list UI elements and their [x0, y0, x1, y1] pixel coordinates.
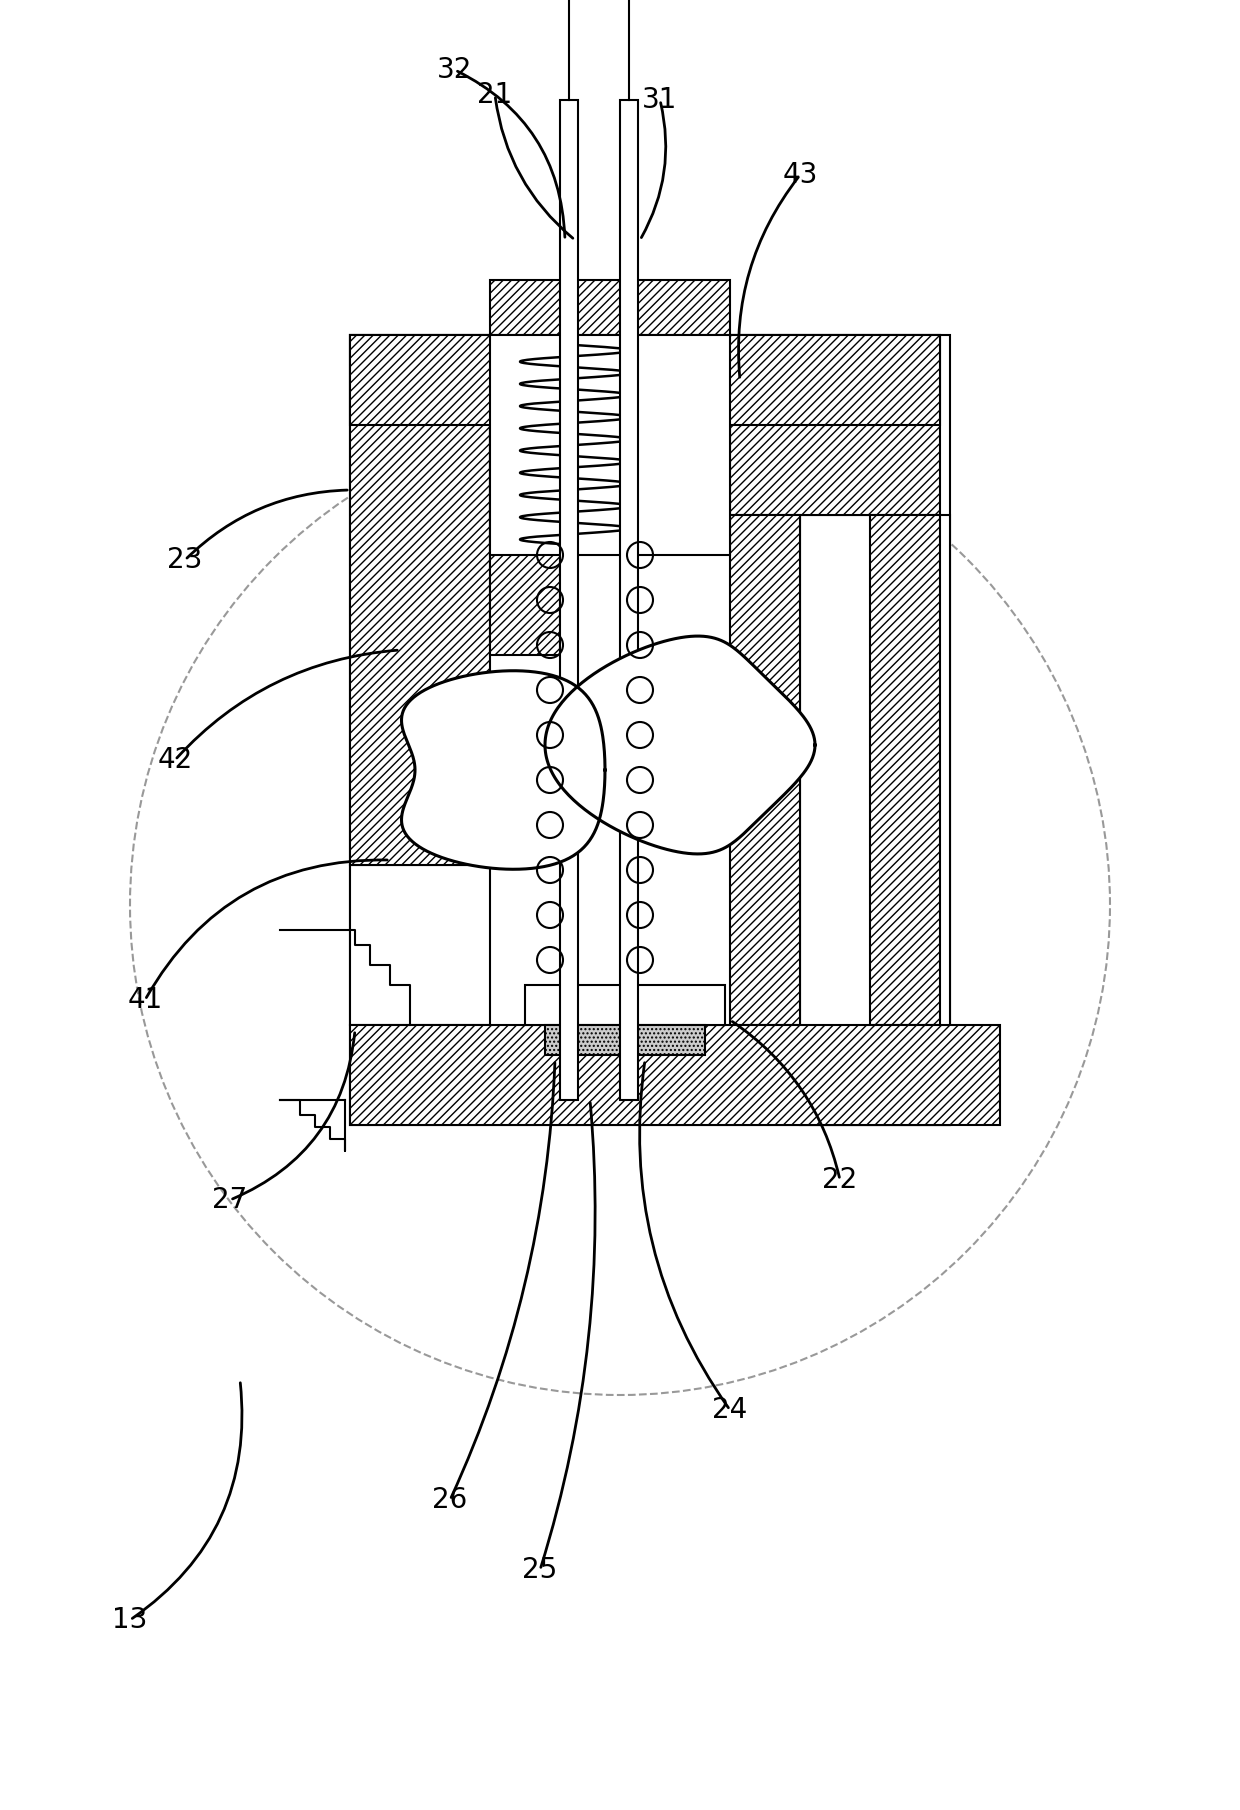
- FancyArrowPatch shape: [146, 860, 387, 997]
- Bar: [350, 1024, 999, 1126]
- FancyArrowPatch shape: [541, 1102, 595, 1567]
- Text: 32: 32: [438, 56, 472, 83]
- Text: 22: 22: [822, 1166, 858, 1195]
- Bar: [870, 516, 940, 1024]
- Bar: [560, 100, 578, 1100]
- FancyArrowPatch shape: [451, 1062, 554, 1497]
- Text: 13: 13: [113, 1605, 148, 1634]
- Text: 23: 23: [167, 547, 202, 574]
- Bar: [546, 1024, 706, 1055]
- FancyArrowPatch shape: [133, 1383, 242, 1618]
- Bar: [525, 985, 725, 1024]
- Bar: [350, 865, 490, 1024]
- Bar: [350, 335, 950, 1126]
- Bar: [730, 516, 800, 1024]
- Text: 24: 24: [712, 1396, 748, 1424]
- Bar: [350, 335, 490, 865]
- Text: 21: 21: [477, 81, 512, 109]
- FancyArrowPatch shape: [177, 650, 397, 758]
- Text: 27: 27: [212, 1186, 248, 1215]
- Polygon shape: [546, 635, 815, 854]
- Polygon shape: [402, 672, 605, 869]
- FancyArrowPatch shape: [233, 1034, 355, 1198]
- FancyArrowPatch shape: [733, 1021, 839, 1176]
- FancyArrowPatch shape: [187, 491, 347, 557]
- Text: 26: 26: [433, 1486, 467, 1513]
- Bar: [800, 516, 950, 1126]
- Text: 31: 31: [642, 87, 678, 114]
- Bar: [490, 281, 730, 335]
- FancyArrowPatch shape: [495, 98, 573, 239]
- FancyArrowPatch shape: [641, 103, 666, 237]
- Text: 43: 43: [782, 161, 817, 188]
- Bar: [490, 425, 560, 655]
- FancyArrowPatch shape: [640, 1062, 728, 1408]
- Bar: [350, 335, 940, 425]
- Text: 25: 25: [522, 1557, 558, 1584]
- Bar: [620, 100, 639, 1100]
- FancyArrowPatch shape: [458, 71, 565, 237]
- Text: 42: 42: [157, 746, 192, 775]
- FancyArrowPatch shape: [739, 177, 799, 376]
- Text: 41: 41: [128, 986, 162, 1014]
- Bar: [490, 335, 730, 556]
- Bar: [730, 335, 940, 516]
